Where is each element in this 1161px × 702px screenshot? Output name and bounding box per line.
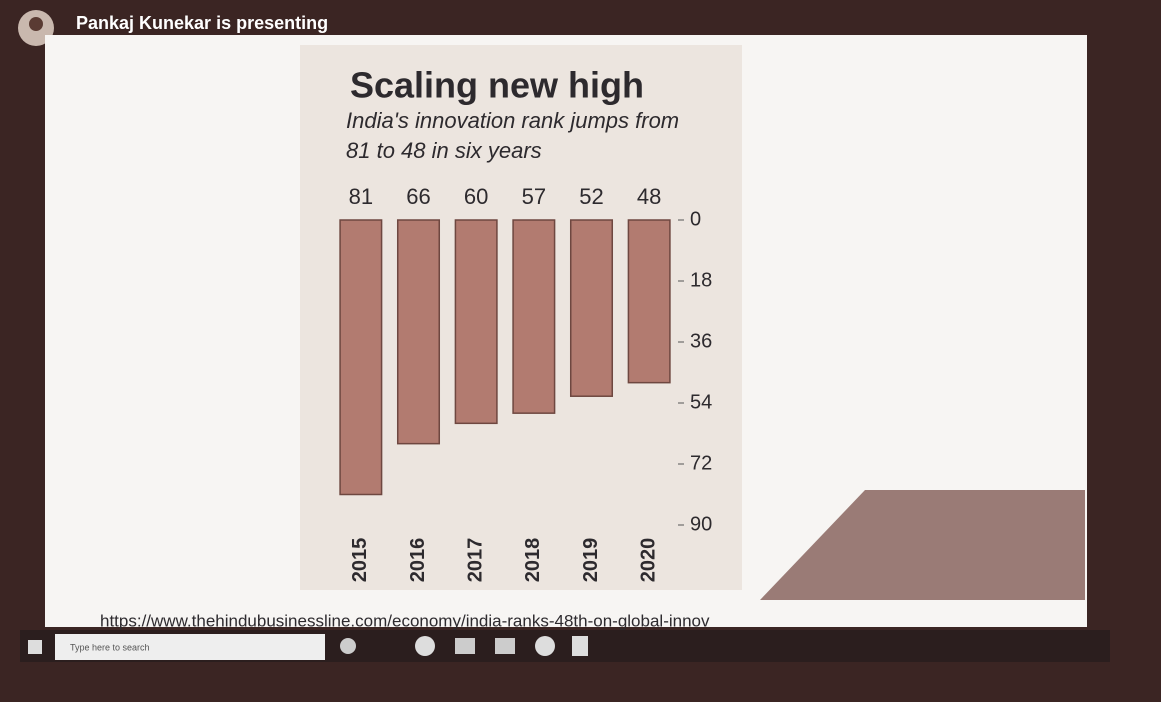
bar xyxy=(398,220,440,444)
x-tick-label: 2015 xyxy=(349,538,371,583)
search-placeholder: Type here to search xyxy=(70,642,150,652)
taskbar-icon[interactable] xyxy=(495,638,515,654)
presenter-label: Pankaj Kunekar is presenting xyxy=(76,13,328,33)
source-url: https://www.thehindubusinessline.com/eco… xyxy=(100,611,710,630)
start-button[interactable] xyxy=(28,640,42,654)
y-tick-label: 18 xyxy=(690,269,712,291)
bar xyxy=(571,220,613,396)
taskbar-icon[interactable] xyxy=(535,636,555,656)
value-label: 60 xyxy=(464,184,488,209)
value-label: 81 xyxy=(349,184,373,209)
x-tick-label: 2020 xyxy=(637,538,659,583)
page: Pankaj Kunekar is presenting Scaling new… xyxy=(0,0,1161,697)
chart-subtitle: India's innovation rank jumps from 81 to… xyxy=(346,106,706,166)
screen: Pankaj Kunekar is presenting Scaling new… xyxy=(0,0,1161,697)
value-label: 52 xyxy=(579,184,603,209)
taskbar-icon[interactable] xyxy=(415,636,435,656)
subtitle-box: India's innovation rank jumps from 81 to… xyxy=(346,106,706,176)
y-tick-label: 90 xyxy=(690,513,712,535)
bar xyxy=(340,220,382,495)
y-tick-label: 36 xyxy=(690,330,712,352)
bar xyxy=(455,220,497,423)
chart-title: Scaling new high xyxy=(350,65,644,106)
y-tick-label: 72 xyxy=(690,452,712,474)
taskbar-icon[interactable] xyxy=(455,638,475,654)
y-tick-label: 0 xyxy=(690,208,701,230)
x-tick-label: 2018 xyxy=(522,538,544,583)
x-tick-label: 2019 xyxy=(580,538,602,583)
avatar-face xyxy=(29,17,43,31)
value-label: 48 xyxy=(637,184,661,209)
taskbar-icon[interactable] xyxy=(572,636,588,656)
value-label: 57 xyxy=(522,184,546,209)
value-label: 66 xyxy=(406,184,430,209)
y-tick-label: 54 xyxy=(690,391,712,413)
x-tick-label: 2017 xyxy=(464,538,486,583)
bar xyxy=(628,220,670,383)
bar xyxy=(513,220,555,413)
x-tick-label: 2016 xyxy=(407,538,429,583)
taskbar-icon[interactable] xyxy=(340,638,356,654)
